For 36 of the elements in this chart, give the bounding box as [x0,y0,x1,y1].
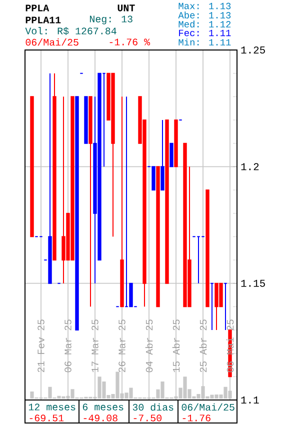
text: 06/Mai/25 [26,38,78,46]
text: 6 meses [82,404,124,410]
text: UNT [118,4,135,12]
text: -1.76 [182,414,210,422]
text: 12 meses [28,404,76,410]
text: Fec: 1.11 [179,30,231,36]
candlestick [152,166,156,190]
candlestick [129,282,133,308]
x-tick-label: 17 Mar 25 [92,320,98,372]
text: PPLA [26,4,50,12]
candlestick [170,142,174,168]
text: -1.76 % [110,38,150,46]
x-tick-label: 25 Abr 25 [199,320,207,372]
y-tick-label: 1.25 [241,46,265,54]
text: -69.51 [30,414,64,422]
text: 30 dias [132,403,174,411]
candlestick [160,119,164,190]
x-tick-label: 06 Mai 25 [226,320,234,372]
text: Neg: 13 [90,16,132,24]
text: -49.08 [84,414,118,422]
text: Abe: 1.13 [178,12,231,18]
text: Med: 1.12 [178,20,231,28]
text: Max: 1.13 [178,2,231,10]
y-tick-label: 1.2 [241,163,259,170]
text: 06/Mai/25 [182,403,234,411]
x-tick-label: 26 Mar 25 [118,320,126,372]
y-tick-label: 1.15 [241,280,265,287]
text: Vol: R$ 1267.84 [25,27,116,35]
text: Min: 1.11 [178,38,231,46]
y-tick-label: 1.1 [241,396,259,404]
x-tick-label: 06 Mar 25 [64,320,72,372]
text: -7.50 [134,414,162,422]
x-tick-label: 15 Abr 25 [172,320,180,372]
x-tick-label: 21 Fev 25 [38,320,44,372]
text: PPLA11 [26,16,61,24]
x-tick-label: 04 Abr 25 [145,320,153,372]
